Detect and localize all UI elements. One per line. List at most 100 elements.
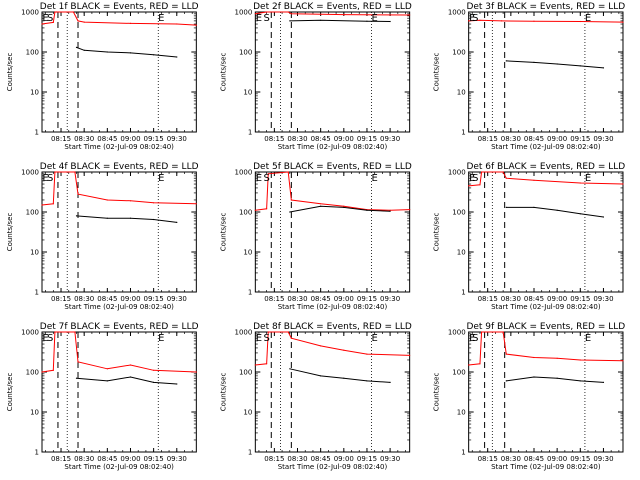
y-tick-label: 100 — [239, 369, 252, 377]
x-axis-label: Start Time (02-Jul-09 08:02:40) — [64, 303, 174, 311]
data-point-lld — [622, 21, 624, 23]
data-point-lld — [502, 171, 504, 173]
data-point-lld — [290, 13, 292, 15]
data-point-lld — [54, 171, 56, 173]
data-point-lld — [129, 22, 132, 24]
x-tick-label: 08:30 — [287, 135, 307, 143]
y-tick-label: 100 — [452, 49, 465, 57]
data-point-events — [320, 205, 322, 207]
y-tick-label: 1 — [248, 449, 252, 457]
data-point-lld — [72, 11, 74, 13]
data-point-lld — [266, 11, 268, 13]
x-tick-label: 09:00 — [334, 455, 354, 463]
data-point-lld — [267, 173, 269, 175]
data-point-events — [389, 20, 391, 23]
x-tick-label: 09:15 — [144, 295, 164, 303]
data-point-events — [533, 376, 535, 378]
panel-title: Det 3f BLACK = Events, RED = LLD — [466, 2, 625, 12]
event-marker-label: E — [469, 173, 475, 184]
x-tick-label: 08:45 — [524, 455, 544, 463]
data-point-lld — [74, 331, 76, 333]
series-line-lld — [468, 171, 623, 187]
data-point-events — [289, 20, 291, 22]
data-point-lld — [267, 331, 269, 333]
x-tick-label: 08:45 — [97, 455, 117, 463]
x-tick-label: 09:15 — [357, 295, 377, 303]
data-point-lld — [343, 14, 345, 16]
y-axis-label: Counts/sec — [219, 213, 227, 252]
data-point-events — [505, 60, 507, 62]
plot-frame — [468, 11, 624, 133]
x-axis-label: Start Time (02-Jul-09 08:02:40) — [491, 303, 601, 311]
y-tick-label: 10 — [457, 249, 466, 257]
data-point-lld — [533, 356, 535, 359]
data-point-lld — [343, 349, 345, 351]
data-point-lld — [480, 331, 483, 333]
data-point-lld — [52, 369, 54, 371]
x-tick-label: 08:30 — [74, 295, 94, 303]
series-line-lld — [255, 11, 410, 16]
data-point-events — [602, 67, 605, 69]
data-point-lld — [500, 20, 503, 22]
x-tick-label: 08:45 — [524, 295, 544, 303]
event-marker-label: E — [585, 333, 591, 344]
data-point-events — [389, 210, 391, 212]
y-tick-label: 1000 — [21, 169, 39, 177]
x-tick-label: 09:15 — [570, 455, 590, 463]
x-tick-label: 08:15 — [264, 455, 284, 463]
event-marker-label: S — [47, 13, 53, 24]
y-tick-label: 1 — [35, 449, 39, 457]
y-tick-label: 1000 — [235, 329, 253, 337]
data-point-lld — [153, 202, 155, 204]
data-point-events — [320, 375, 322, 377]
event-marker-label: S — [472, 13, 478, 24]
detector-panel-6: Det 6f BLACK = Events, RED = LLD 1 10 100 10… — [433, 162, 626, 311]
x-tick-label: 08:15 — [478, 455, 498, 463]
x-axis-label: Start Time (02-Jul-09 08:02:40) — [278, 463, 388, 471]
x-tick-label: 09:00 — [334, 295, 354, 303]
y-tick-label: 100 — [452, 369, 465, 377]
x-tick-label: 09:00 — [547, 455, 567, 463]
panel-title: Det 1f BLACK = Events, RED = LLD — [40, 2, 199, 12]
series-line-events — [506, 60, 604, 69]
data-point-lld — [77, 361, 79, 363]
y-tick-label: 1 — [35, 129, 39, 137]
data-point-lld — [83, 21, 85, 23]
x-tick-label: 09:15 — [144, 455, 164, 463]
panel-title: Det 8f BLACK = Events, RED = LLD — [253, 322, 412, 332]
x-tick-label: 09:30 — [593, 455, 613, 463]
data-point-events — [75, 46, 78, 49]
y-tick-label: 10 — [457, 409, 466, 417]
y-tick-label: 10 — [457, 89, 466, 97]
x-tick-label: 09:00 — [547, 295, 567, 303]
data-point-lld — [502, 331, 504, 333]
y-tick-label: 1 — [461, 289, 465, 297]
x-tick-label: 08:15 — [51, 295, 71, 303]
data-point-lld — [409, 354, 411, 356]
data-point-events — [343, 377, 345, 379]
panel-title: Det 5f BLACK = Events, RED = LLD — [253, 162, 412, 172]
data-point-lld — [479, 363, 481, 365]
series-line-lld — [468, 331, 623, 366]
data-point-lld — [389, 209, 391, 211]
data-point-lld — [77, 20, 79, 22]
x-tick-label: 09:00 — [120, 135, 140, 143]
detector-panel-9: Det 9f BLACK = Events, RED = LLD 1 10 100 10… — [433, 322, 626, 471]
data-point-lld — [579, 359, 581, 361]
x-tick-label: 09:30 — [167, 295, 187, 303]
x-tick-label: 08:30 — [501, 135, 521, 143]
event-marker-label: E — [372, 173, 378, 184]
x-tick-label: 09:30 — [167, 135, 187, 143]
data-point-lld — [468, 20, 470, 22]
data-point-lld — [52, 21, 54, 23]
event-marker-label: E — [585, 173, 591, 184]
y-tick-label: 1000 — [235, 9, 253, 17]
event-marker-label: E — [469, 333, 475, 344]
data-point-lld — [479, 184, 481, 186]
x-tick-label: 09:30 — [593, 135, 613, 143]
detector-panel-7: Det 7f BLACK = Events, RED = LLD 1 10 100 10… — [6, 322, 199, 471]
data-point-events — [129, 52, 132, 54]
y-axis-label: Counts/sec — [219, 373, 227, 412]
data-point-lld — [254, 364, 256, 366]
